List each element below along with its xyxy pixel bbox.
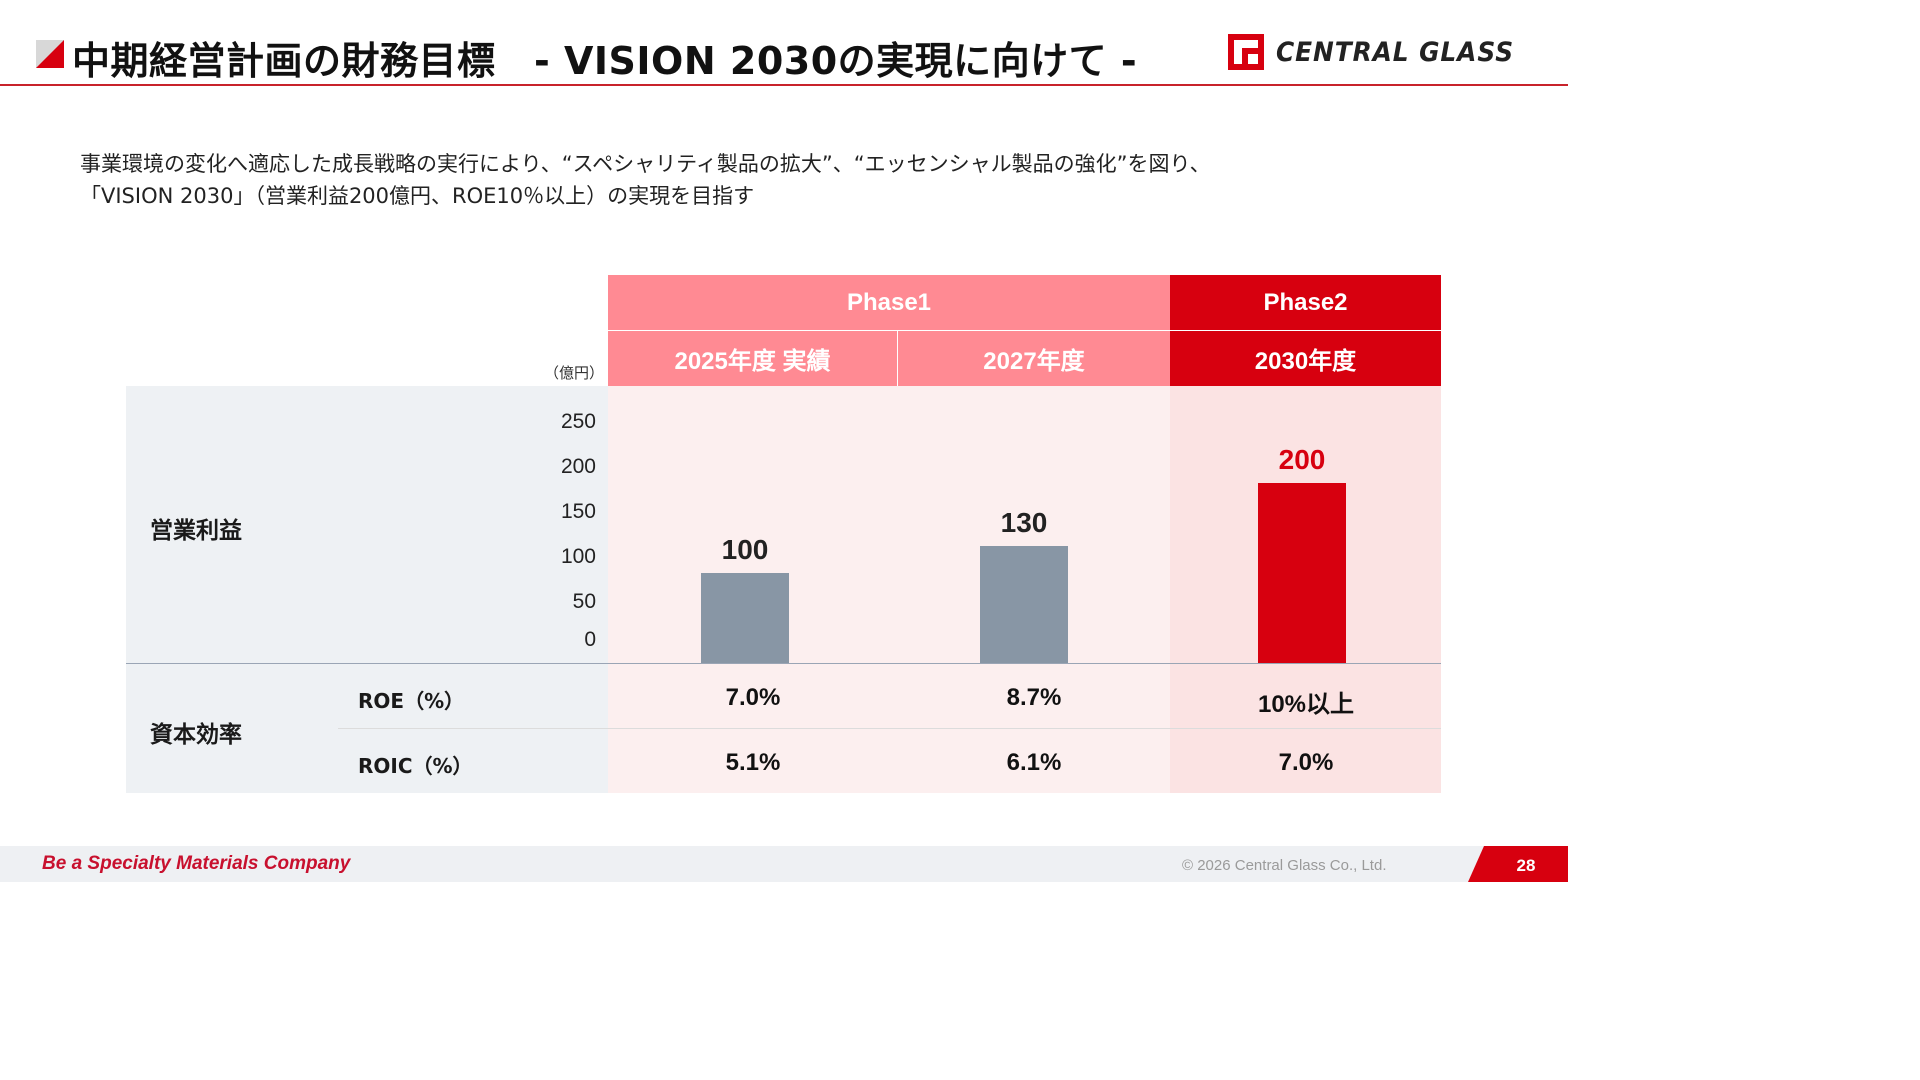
y-tick: 100 — [560, 545, 596, 568]
chart-baseline-divider — [126, 663, 1441, 664]
y-tick: 50 — [572, 590, 596, 613]
y-tick: 150 — [560, 500, 596, 523]
operating-profit-bar-chart: 100 130 200 — [701, 444, 1346, 663]
footer-copyright: © 2026 Central Glass Co., Ltd. — [1182, 857, 1387, 874]
bar-value-label-2: 130 — [1001, 507, 1048, 538]
y-tick: 0 — [584, 628, 596, 651]
column-header-2027: 2027年度 — [898, 331, 1170, 386]
roe-roic-divider — [338, 728, 1441, 729]
logo-text: CENTRAL GLASS — [1276, 36, 1515, 68]
header-v-divider — [897, 331, 898, 386]
roe-label: ROE（%） — [358, 689, 465, 713]
page-number-badge — [1468, 846, 1568, 882]
roic-value-2027: 6.1% — [1006, 749, 1062, 776]
footer-tagline: Be a Specialty Materials Company — [42, 853, 351, 874]
label-column-bg — [126, 386, 608, 793]
roic-value-2025: 5.1% — [725, 749, 781, 776]
central-glass-logo-icon — [1228, 34, 1264, 70]
bar-2 — [980, 546, 1068, 663]
phase1-header: Phase1 — [608, 275, 1170, 330]
column-label-2025: 2025年度 実績 — [674, 348, 831, 375]
intro-line-2: 「VISION 2030」（営業利益200億円、ROE10％以上）の実現を目指す — [80, 184, 755, 208]
column-label-2027: 2027年度 — [983, 348, 1085, 375]
roic-value-2030: 7.0% — [1278, 749, 1334, 776]
roe-value-2027: 8.7% — [1006, 684, 1062, 711]
unit-label: （億円） — [544, 364, 605, 382]
phase2-label: Phase2 — [1263, 288, 1348, 316]
column-header-2025: 2025年度 実績 — [608, 331, 897, 386]
page-number: 28 — [1516, 856, 1536, 875]
header-divider — [0, 84, 1568, 86]
phase2-header: Phase2 — [1170, 275, 1441, 330]
footer-bar — [0, 846, 1568, 882]
title-corner-icon — [36, 40, 64, 68]
bar-1 — [701, 573, 789, 663]
intro-line-1: 事業環境の変化へ適応した成長戦略の実行により、“スペシャリティ製品の拡大”、“エ… — [80, 152, 1211, 176]
page-title: 中期経営計画の財務目標 - VISION 2030の実現に向けて - — [72, 39, 1138, 83]
bar-value-label-3: 200 — [1279, 444, 1326, 475]
roic-label: ROIC（%） — [358, 754, 473, 778]
company-logo: CENTRAL GLASS — [1228, 34, 1535, 70]
column-header-2030: 2030年度 — [1170, 331, 1441, 386]
intro-text: 事業環境の変化へ適応した成長戦略の実行により、“スペシャリティ製品の拡大”、“エ… — [80, 148, 1211, 212]
row-label-capital-efficiency: 資本効率 — [150, 722, 242, 748]
roe-value-2030: 10%以上 — [1257, 691, 1355, 718]
roe-value-2025: 7.0% — [725, 684, 781, 711]
row-label-operating-profit: 営業利益 — [150, 518, 242, 544]
y-tick: 250 — [560, 410, 596, 433]
bar-3 — [1258, 483, 1346, 663]
column-label-2030: 2030年度 — [1254, 348, 1357, 375]
header-h-divider — [608, 330, 1441, 331]
phase1-label: Phase1 — [846, 288, 932, 316]
y-tick: 200 — [560, 455, 596, 478]
bar-value-label-1: 100 — [722, 534, 769, 565]
